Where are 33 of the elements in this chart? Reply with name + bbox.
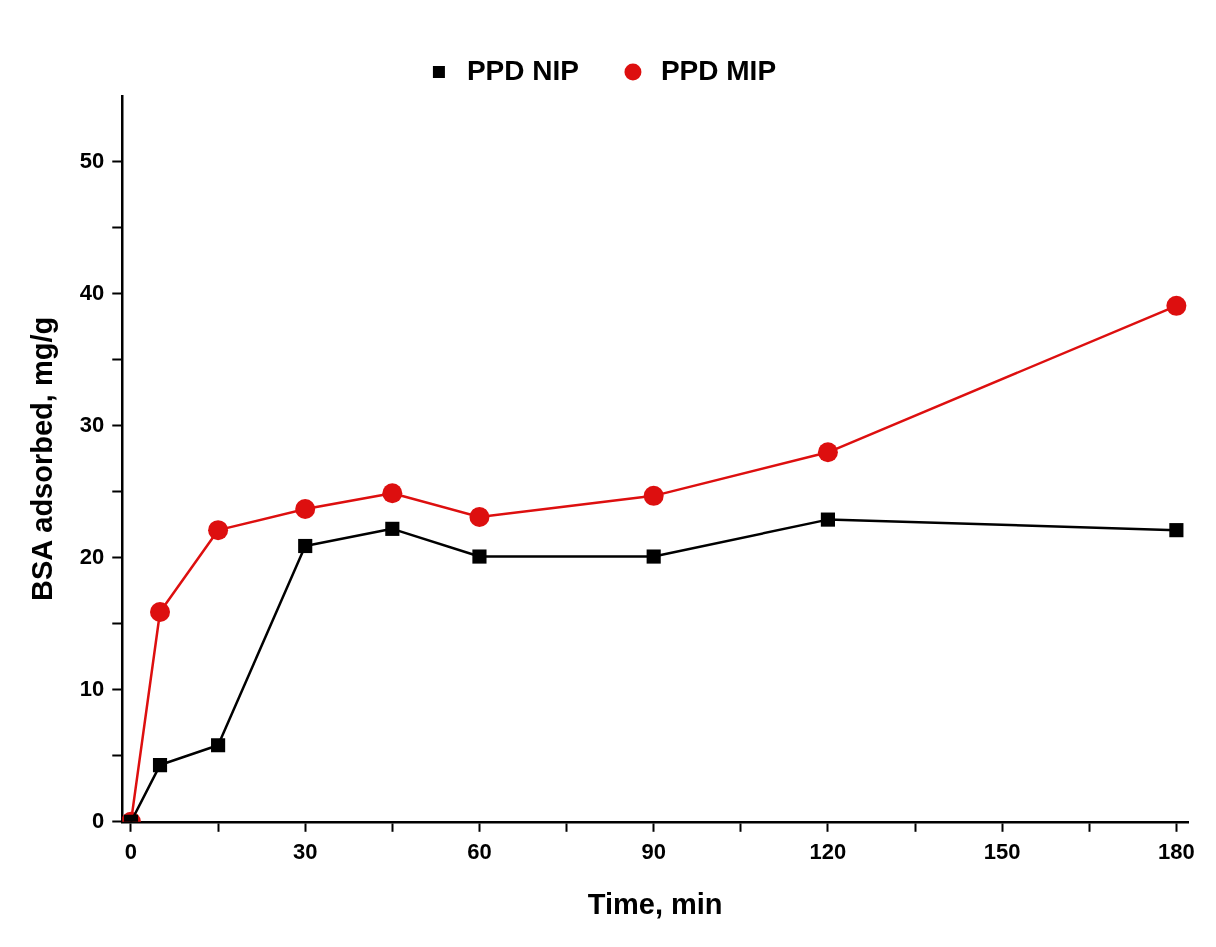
x-tick-label: 120 — [809, 839, 847, 865]
y-axis-title: BSA adsorbed, mg/g — [26, 316, 59, 601]
point — [817, 442, 838, 463]
x-tick-label: 180 — [1158, 839, 1195, 865]
legend-label: PPD NIP — [466, 54, 579, 86]
x-tick-label: 0 — [124, 839, 138, 865]
legend-label: PPD MIP — [660, 54, 777, 86]
x-axis-title: Time, min — [587, 887, 723, 920]
point — [298, 538, 313, 554]
point — [643, 485, 664, 506]
point — [208, 520, 229, 541]
point — [820, 512, 835, 527]
x-tick-label: 30 — [292, 839, 318, 865]
point — [150, 601, 171, 622]
x-tick-label: 60 — [467, 839, 492, 865]
x-tick-label: 150 — [983, 839, 1021, 865]
y-tick-label: 10 — [79, 675, 105, 701]
point — [1169, 523, 1184, 538]
point — [385, 521, 400, 536]
y-tick-label: 50 — [79, 148, 105, 174]
point — [469, 506, 490, 527]
y-tick-label: 40 — [79, 280, 105, 306]
point — [382, 483, 403, 504]
point — [1166, 295, 1187, 316]
point — [152, 757, 168, 773]
point — [646, 549, 661, 564]
point — [295, 499, 316, 520]
x-tick-label: 90 — [641, 839, 666, 865]
y-tick-label: 30 — [79, 411, 105, 437]
y-tick-label: 20 — [79, 543, 105, 569]
point — [472, 549, 487, 564]
y-tick-label: 0 — [92, 807, 105, 833]
point — [211, 738, 226, 753]
